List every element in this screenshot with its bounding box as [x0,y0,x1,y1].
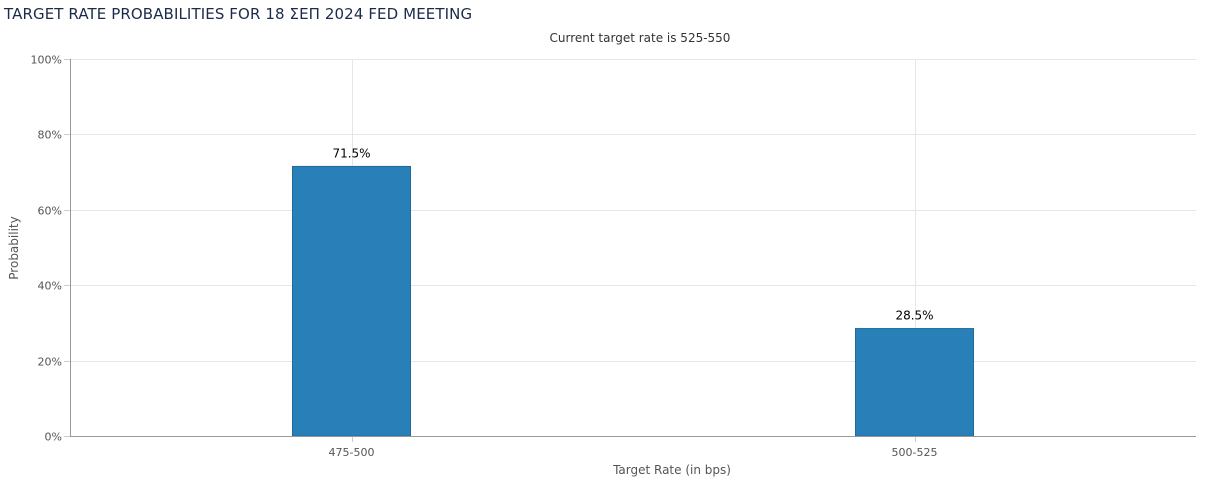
x-tick-label: 475-500 [329,446,375,459]
y-tick-label: 100% [31,54,62,67]
bar-data-label: 28.5% [895,309,933,323]
bar-500-525 [855,328,974,437]
axes [64,59,1196,442]
grid-lines [70,59,1196,436]
y-tick-label: 0% [45,431,62,444]
chart-subtitle: Current target rate is 525-550 [549,31,731,45]
page-title: TARGET RATE PROBABILITIES FOR 18 ΣΕΠ 202… [4,5,473,23]
bar-series [292,165,974,437]
y-tick-label: 60% [38,205,62,218]
y-tick-label: 20% [38,356,62,369]
bar-data-label: 71.5% [332,146,370,160]
y-tick-label: 40% [38,280,62,293]
x-tick-label: 500-525 [892,446,938,459]
y-axis-title: Probability [7,216,21,279]
labels: 0% 20% 40% 60% 80% 100% 71.5% 475-500 28.5% 500-5… [31,54,938,460]
bar-475-500 [292,165,411,437]
x-axis-title: Target Rate (in bps) [612,463,731,477]
y-tick-label: 80% [38,129,62,142]
